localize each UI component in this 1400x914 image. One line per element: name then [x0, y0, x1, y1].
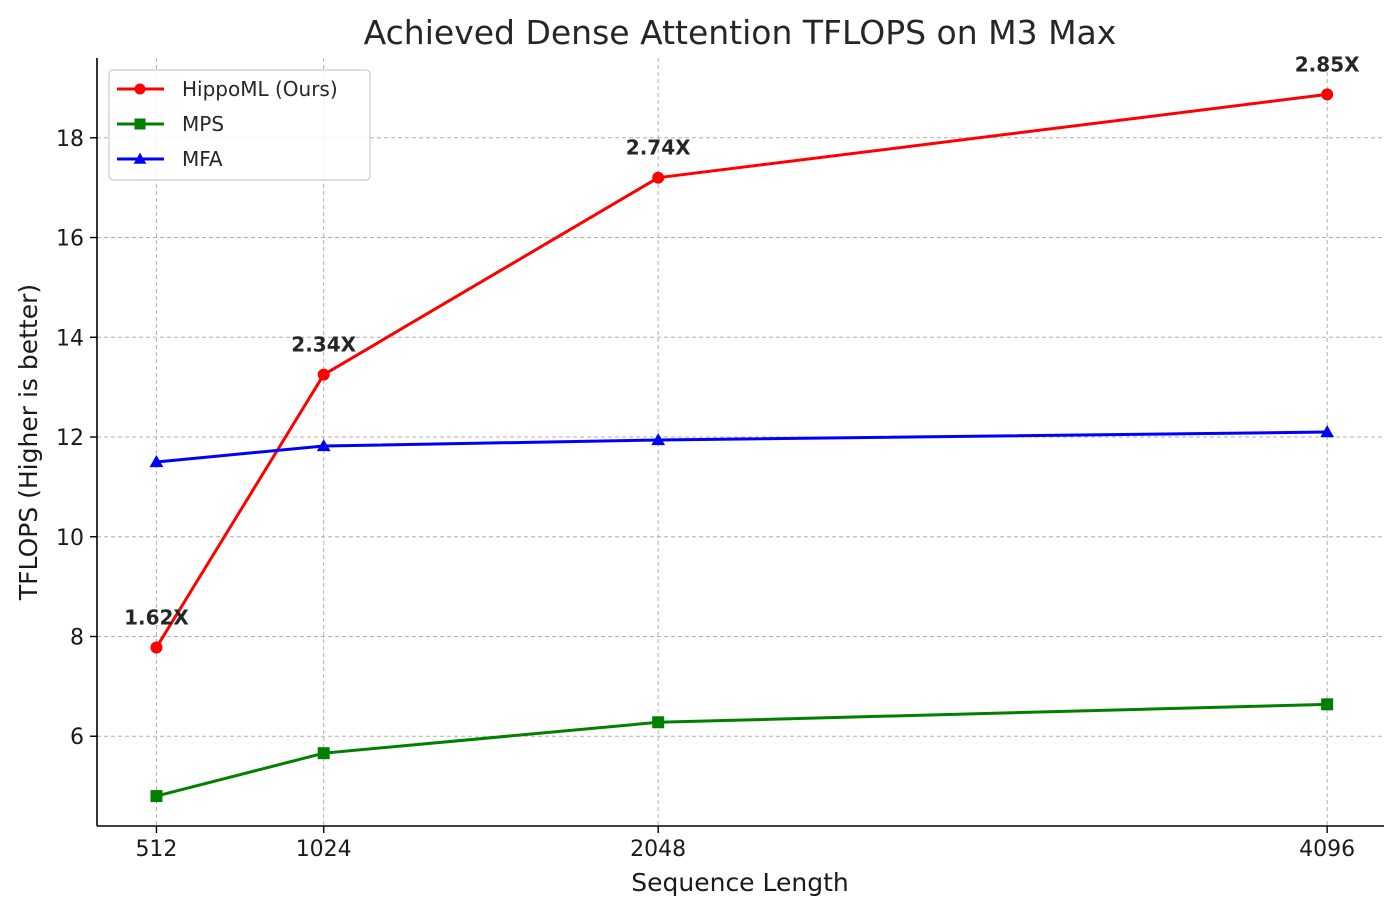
- axis-ticks: 512 1024 2048 4096 6 8 10 12 14 16 18: [56, 127, 1355, 862]
- y-tick-label: 14: [56, 326, 84, 351]
- speedup-label: 2.34X: [291, 333, 356, 357]
- speedup-label: 2.74X: [626, 136, 691, 160]
- data-point: [150, 641, 163, 654]
- x-tick-label: 2048: [630, 837, 686, 862]
- x-tick-label: 4096: [1299, 837, 1355, 862]
- y-tick-label: 18: [56, 127, 84, 152]
- legend-label: MPS: [182, 112, 224, 136]
- data-point: [651, 433, 666, 446]
- legend-marker: [133, 152, 147, 164]
- x-tick-label: 1024: [296, 837, 352, 862]
- data-point: [316, 439, 331, 452]
- data-point: [1320, 425, 1335, 438]
- speedup-label: 2.85X: [1295, 52, 1360, 76]
- y-tick-label: 8: [70, 625, 84, 650]
- legend-marker: [134, 118, 146, 130]
- series-line: [156, 702, 1328, 798]
- y-tick-label: 16: [56, 227, 84, 252]
- legend-label: HippoML (Ours): [182, 77, 338, 101]
- grid-lines: [97, 58, 1384, 826]
- series-line: [156, 430, 1328, 464]
- speedup-annotations: 1.62X 2.34X 2.74X 2.85X: [124, 52, 1360, 629]
- x-axis-title: Sequence Length: [631, 868, 849, 897]
- data-point: [1321, 698, 1334, 711]
- series-1: [150, 698, 1334, 803]
- data-point: [652, 171, 665, 184]
- data-point: [1321, 88, 1334, 101]
- y-tick-label: 10: [56, 526, 84, 551]
- series-2: [149, 425, 1335, 468]
- y-tick-label: 12: [56, 426, 84, 451]
- legend-box: [108, 69, 371, 181]
- data-point: [149, 455, 164, 468]
- data-point: [150, 790, 163, 803]
- series-lines: [149, 88, 1335, 803]
- y-axis-title: TFLOPS (Higher is better): [14, 284, 43, 601]
- legend: HippoML (Ours) MPS MFA: [108, 69, 371, 181]
- data-point: [317, 368, 330, 381]
- y-tick-label: 6: [70, 725, 84, 750]
- series-line: [155, 92, 1328, 649]
- legend-label: MFA: [182, 147, 223, 171]
- data-point: [652, 716, 665, 729]
- legend-marker: [134, 83, 146, 95]
- chart-title: Achieved Dense Attention TFLOPS on M3 Ma…: [364, 13, 1117, 52]
- x-tick-label: 512: [135, 837, 177, 862]
- axes: [96, 58, 1384, 827]
- series-0: [150, 88, 1334, 654]
- speedup-label: 1.62X: [124, 605, 189, 629]
- data-point: [317, 747, 330, 760]
